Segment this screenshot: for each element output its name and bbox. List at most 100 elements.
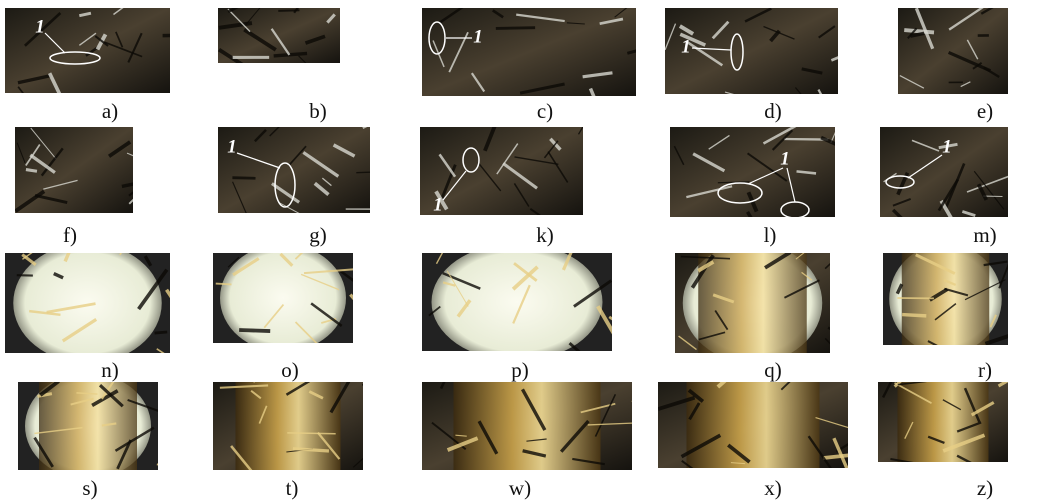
micrograph-content — [15, 127, 133, 213]
streak — [113, 8, 124, 16]
marker-ellipse — [274, 162, 296, 208]
streak — [944, 287, 969, 297]
streak — [893, 382, 902, 388]
streak — [302, 151, 340, 178]
streak — [126, 152, 133, 157]
streak — [973, 170, 1005, 210]
panel-label: g) — [309, 223, 327, 247]
micrograph-content — [878, 382, 1008, 462]
panel-label: w) — [509, 476, 531, 500]
streak — [572, 457, 605, 466]
streak — [529, 207, 541, 215]
streak — [587, 422, 632, 426]
streak — [902, 312, 927, 318]
streak — [63, 253, 71, 263]
streak — [717, 181, 750, 184]
streak — [298, 55, 307, 63]
streak — [964, 279, 1006, 301]
streak — [128, 198, 133, 205]
light-disc — [13, 253, 162, 353]
crystal — [39, 382, 137, 470]
streak — [526, 438, 547, 442]
streak — [127, 32, 143, 63]
panel-label: d) — [764, 99, 782, 123]
streak — [313, 181, 330, 197]
streak — [91, 389, 119, 408]
streak — [33, 436, 54, 468]
streak — [456, 299, 472, 318]
streak — [239, 328, 271, 333]
streak — [626, 49, 636, 55]
streak — [895, 283, 904, 295]
marker-label: 1 — [35, 16, 45, 37]
streak — [253, 129, 267, 143]
streak — [263, 304, 285, 329]
streak — [899, 75, 925, 89]
streak — [680, 255, 731, 260]
streak — [294, 253, 304, 260]
micrograph-content — [218, 8, 340, 63]
marker-leader — [691, 47, 732, 51]
streak — [43, 179, 78, 190]
streak — [446, 436, 479, 452]
marker-leader — [442, 170, 467, 201]
streak — [16, 142, 26, 164]
micrograph-content — [5, 253, 170, 353]
streak — [687, 388, 705, 403]
streak — [303, 268, 353, 275]
marker-leader — [747, 167, 784, 185]
micrograph — [213, 253, 353, 343]
streak — [227, 8, 251, 33]
micrograph-content — [898, 8, 1008, 94]
panel-label: b) — [309, 99, 327, 123]
streak — [910, 31, 925, 38]
streak — [907, 27, 918, 39]
streak — [714, 310, 729, 331]
streak — [439, 8, 464, 24]
micrograph — [658, 382, 848, 468]
streak — [730, 462, 746, 465]
streak — [784, 279, 820, 299]
micrograph-content — [422, 8, 636, 96]
streak — [573, 279, 612, 308]
streak — [961, 210, 976, 217]
streak — [697, 260, 715, 273]
streak — [30, 127, 57, 160]
streak — [561, 253, 573, 271]
streak — [596, 305, 612, 335]
streak — [227, 256, 240, 268]
streak — [98, 384, 124, 408]
streak — [293, 8, 300, 14]
streak — [438, 153, 457, 178]
streak — [983, 260, 1008, 267]
streak — [215, 282, 232, 286]
streak — [270, 28, 291, 56]
streak — [692, 152, 726, 173]
streak — [329, 382, 351, 414]
streak — [154, 330, 168, 335]
marker-leader — [907, 154, 943, 179]
marker-ellipse — [49, 51, 101, 65]
streak — [511, 265, 539, 291]
streak — [938, 142, 958, 150]
panel-label: f) — [63, 223, 77, 247]
streak — [835, 442, 848, 453]
streak — [47, 72, 62, 93]
micrograph-content — [883, 253, 1008, 345]
streak — [963, 387, 981, 423]
streak — [321, 177, 332, 187]
streak — [956, 454, 972, 462]
micrograph — [218, 8, 340, 63]
micrograph-content — [665, 8, 838, 94]
micrograph-content — [213, 253, 353, 343]
streak — [891, 208, 903, 217]
streak — [37, 392, 53, 398]
photo-bg — [422, 8, 636, 96]
streak — [679, 32, 707, 47]
streak — [29, 309, 61, 316]
streak — [514, 156, 559, 166]
streak — [943, 278, 957, 287]
streak — [310, 302, 343, 327]
micrograph-content — [422, 253, 612, 351]
